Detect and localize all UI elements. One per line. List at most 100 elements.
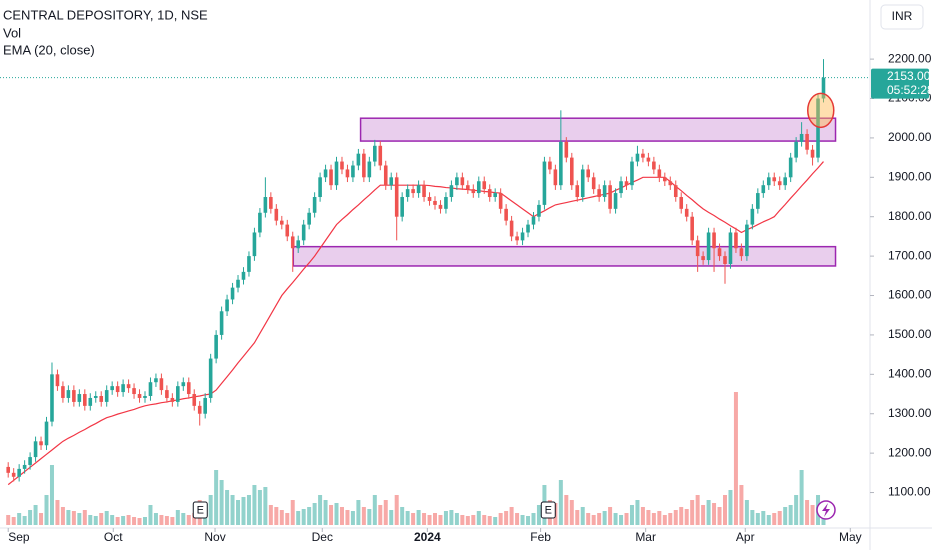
candle-body (400, 197, 404, 217)
currency[interactable]: INR (892, 9, 913, 23)
volume-bar (454, 513, 459, 525)
candle-body (110, 386, 114, 391)
volume-bar (673, 510, 678, 525)
candle-body (520, 232, 525, 241)
volume-bar (755, 513, 760, 525)
alert-bolt (822, 503, 830, 517)
candle-body (701, 256, 705, 261)
volume-bar (126, 515, 131, 525)
candle-body (444, 197, 448, 209)
volume-bar (121, 516, 126, 525)
candle-body (307, 212, 311, 225)
candle-body (345, 169, 350, 178)
y-tick-label: 1600.00 (888, 288, 932, 302)
volume-bar (443, 511, 448, 525)
volume-bar (60, 507, 65, 525)
candle-body (460, 177, 465, 186)
volume-bar (175, 510, 180, 525)
candle-body (373, 145, 377, 162)
y-tick-label: 1400.00 (888, 367, 932, 381)
candle-body (466, 185, 470, 190)
candle-body (498, 193, 503, 209)
volume-bar (723, 495, 727, 525)
candle-body (515, 236, 519, 241)
volume-bar (416, 510, 421, 525)
volume-bar (279, 510, 284, 525)
volume-bar (219, 480, 224, 525)
volume-bar (624, 513, 629, 525)
candle-body (690, 216, 694, 241)
ema-line (7, 161, 824, 486)
volume-bar (744, 500, 749, 525)
x-tick-label: Nov (204, 530, 225, 544)
candle-body (652, 161, 656, 170)
volume-bar (71, 511, 76, 525)
volume-bar (28, 510, 33, 525)
candle-body (236, 279, 240, 288)
volume-bar (137, 518, 142, 525)
volume-bar (192, 513, 197, 525)
candle-body (159, 378, 164, 391)
candle-body (50, 374, 54, 422)
volume-bar (487, 516, 492, 525)
candle-body (197, 405, 202, 414)
volume-bar (246, 495, 251, 525)
volume-bar (11, 517, 16, 525)
candle-body (657, 169, 662, 178)
candle-body (761, 185, 766, 194)
candle-body (22, 464, 27, 469)
volume-bar (717, 507, 722, 525)
y-tick-label: 1300.00 (888, 406, 932, 420)
candle-body (203, 397, 207, 414)
volume-bar (345, 510, 350, 525)
candle-body (433, 200, 437, 205)
volume-bar (580, 507, 585, 525)
candle-body (132, 388, 136, 395)
y-tick-label: 1100.00 (888, 485, 931, 499)
x-tick-label: May (839, 530, 862, 544)
candle-body (608, 185, 612, 209)
candle-body (712, 232, 716, 249)
volume-bar (536, 505, 541, 525)
volume-bar (99, 513, 104, 525)
candle-body (586, 169, 591, 178)
candle-body (706, 232, 711, 261)
candle-body (44, 421, 49, 446)
volume-bar (706, 500, 711, 525)
volume-bar (361, 507, 366, 525)
volume-bar (225, 490, 230, 525)
candle-body (176, 386, 180, 402)
candle-body (422, 185, 426, 198)
candle-body (602, 185, 607, 198)
x-tick-label: Sep (8, 530, 30, 544)
candle-body (493, 193, 497, 198)
volume-bar (476, 511, 481, 525)
volume-bar (323, 500, 328, 525)
candle-body (318, 177, 322, 198)
volume-bar (181, 513, 186, 525)
candle-body (389, 177, 394, 186)
volume-bar (531, 513, 536, 525)
candle-body (816, 98, 820, 158)
volume-bar (372, 495, 377, 525)
zone (292, 245, 837, 267)
candle-body (104, 390, 109, 402)
currency-button[interactable] (880, 4, 924, 30)
candle-body (33, 441, 38, 458)
volume-bar (438, 515, 443, 525)
candle-body (192, 394, 197, 406)
y-tick-label: 2200.00 (888, 51, 932, 65)
candle-body (367, 161, 372, 178)
candle-body (6, 466, 11, 473)
candle-body (799, 133, 804, 142)
volume-bar (378, 505, 383, 525)
candle-body (383, 165, 388, 186)
volume-bar (153, 513, 158, 525)
candle-body (394, 177, 399, 217)
candle-body (411, 189, 415, 194)
highlight (807, 92, 835, 129)
candle-body (362, 153, 366, 178)
volume-bar (646, 510, 651, 525)
